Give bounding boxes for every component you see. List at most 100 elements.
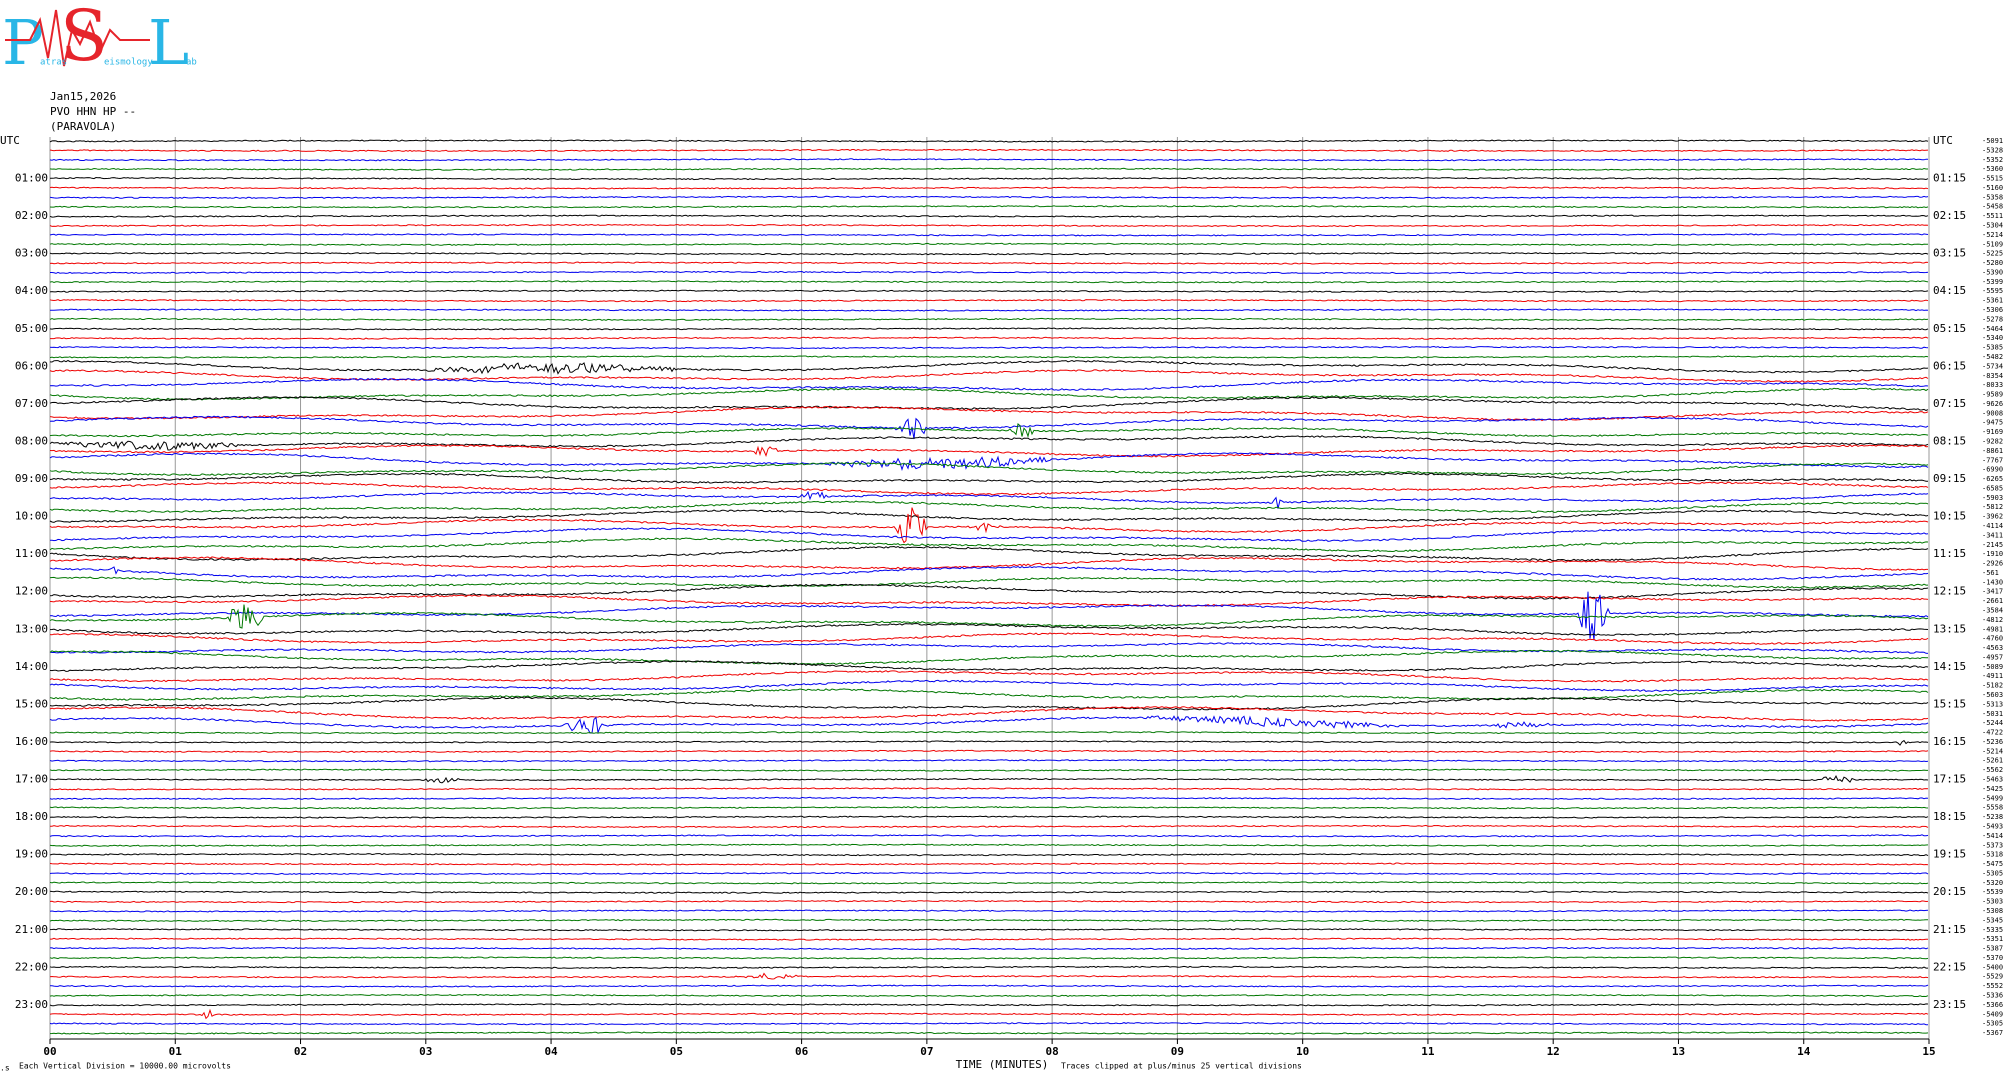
trace [49, 815, 1929, 819]
left-hour-label: 13:00 [15, 622, 48, 635]
right-hour-label: 09:15 [1933, 472, 1966, 485]
trace-offset: -5562 [1982, 766, 2003, 774]
trace [49, 415, 1929, 440]
x-tick-label: 07 [920, 1045, 933, 1058]
trace-offset: -5373 [1982, 841, 2003, 849]
station: PVO HHN HP -- [50, 105, 136, 118]
x-tick-label: 15 [1922, 1045, 1935, 1058]
trace-offset: -5475 [1982, 860, 2003, 868]
trace [49, 308, 1929, 312]
trace-offset: -5515 [1982, 175, 2003, 183]
trace-offset: -5360 [1982, 165, 2003, 173]
trace-offset: -9475 [1982, 419, 2003, 427]
trace [49, 537, 1929, 553]
left-hour-label: 06:00 [15, 359, 48, 372]
trace [49, 345, 1929, 350]
right-hour-label: 16:15 [1933, 735, 1966, 748]
trace-offset: -4114 [1982, 522, 2003, 530]
trace [49, 806, 1929, 810]
trace-offset: -5529 [1982, 973, 2003, 981]
trace [49, 796, 1929, 800]
left-hour-label: 19:00 [15, 848, 48, 861]
trace [49, 158, 1929, 162]
right-hour-label: 18:15 [1933, 810, 1966, 823]
trace-offset: -5214 [1982, 747, 2003, 755]
trace [49, 604, 1929, 629]
left-hour-label: 09:00 [15, 472, 48, 485]
trace [49, 660, 1929, 672]
trace-offset: -4812 [1982, 616, 2003, 624]
trace-offset: -1910 [1982, 550, 2003, 558]
trace [50, 270, 1929, 275]
left-hour-label: 17:00 [15, 773, 48, 786]
trace-offset: -5482 [1982, 353, 2003, 361]
left-hour-label: 21:00 [15, 923, 48, 936]
x-tick-label: 14 [1797, 1045, 1811, 1058]
trace-offset: -5306 [1982, 306, 2003, 314]
trace-offset: -5352 [1982, 156, 2003, 164]
trace-offset: -2145 [1982, 541, 2003, 549]
trace-offset: -5238 [1982, 813, 2003, 821]
x-tick-label: 10 [1296, 1045, 1309, 1058]
trace [49, 843, 1929, 847]
trace-offset: -9282 [1982, 437, 2003, 445]
trace-offset: -5160 [1982, 184, 2003, 192]
trace-offset: -5367 [1982, 1029, 2003, 1037]
trace [50, 527, 1929, 542]
right-hour-label: 05:15 [1933, 322, 1966, 335]
trace [49, 444, 1929, 458]
trace-offset: -4981 [1982, 625, 2003, 633]
trace-offset: -5370 [1982, 954, 2003, 962]
trace [49, 509, 1929, 523]
trace-offset: -5493 [1982, 822, 2003, 830]
logo-letter: P [2, 6, 44, 79]
trace [49, 768, 1928, 772]
trace-offset: -1430 [1982, 578, 2003, 586]
trace [49, 233, 1929, 237]
trace [49, 881, 1929, 885]
trace [49, 490, 1929, 509]
right-hour-label: 21:15 [1933, 923, 1966, 936]
trace [49, 576, 1928, 589]
trace [49, 186, 1929, 190]
trace-offset: -6990 [1982, 466, 2003, 474]
trace-offset: -5336 [1982, 991, 2003, 999]
left-hour-label: 18:00 [15, 810, 48, 823]
left-hour-label: 02:00 [15, 209, 48, 222]
trace [49, 871, 1929, 876]
trace [49, 759, 1929, 763]
trace-offset: -5109 [1982, 240, 2003, 248]
trace-offset: -4957 [1982, 653, 2003, 661]
trace-offset: -6585 [1982, 484, 2003, 492]
trace [49, 452, 1929, 472]
trace-offset: -5399 [1982, 278, 2003, 286]
trace [49, 481, 1929, 496]
left-hour-label: 10:00 [15, 510, 48, 523]
trace [49, 862, 1929, 866]
trace-offset: -4760 [1982, 635, 2003, 643]
trace [49, 242, 1928, 246]
left-hour-label: 23:00 [15, 998, 48, 1011]
trace-offset: -5903 [1982, 494, 2003, 502]
corner-mark: .s [0, 1064, 10, 1073]
x-tick-label: 09 [1171, 1045, 1184, 1058]
trace [49, 223, 1929, 228]
trace [49, 706, 1929, 722]
trace-offset: -5390 [1982, 268, 2003, 276]
right-hour-label: 11:15 [1933, 547, 1966, 560]
trace [49, 396, 1929, 411]
trace [49, 649, 1929, 665]
trace-offset: -5091 [1982, 137, 2003, 145]
right-hour-label: 03:15 [1933, 247, 1966, 260]
logo-wave [5, 9, 150, 67]
trace-offset: -5387 [1982, 945, 2003, 953]
logo-letter: S [60, 0, 108, 77]
left-hour-label: 20:00 [15, 885, 48, 898]
trace [49, 749, 1929, 753]
trace [49, 359, 1929, 375]
right-hour-label: 07:15 [1933, 397, 1966, 410]
left-hour-label: 11:00 [15, 547, 48, 560]
logo: P S L atras eismology ab [2, 0, 197, 79]
